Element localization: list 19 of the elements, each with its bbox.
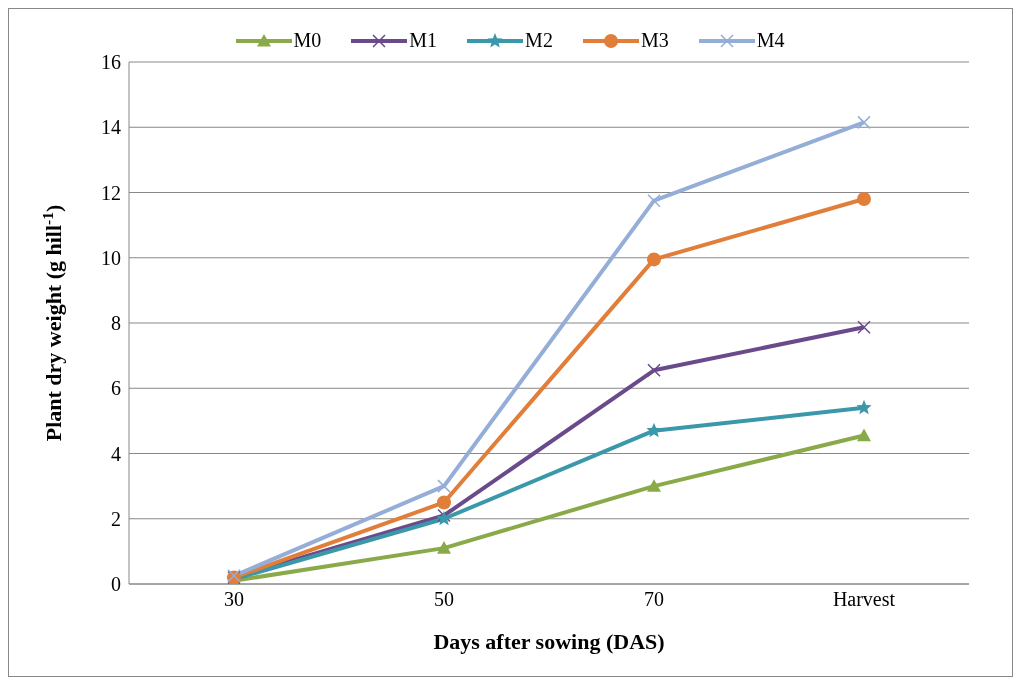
y-tick-label: 14 xyxy=(101,116,121,139)
y-tick-label: 10 xyxy=(101,246,121,269)
y-tick-label: 2 xyxy=(111,507,121,530)
x-tick-label: 50 xyxy=(434,588,454,611)
legend-label: M2 xyxy=(525,29,553,52)
y-tick-label: 12 xyxy=(101,181,121,204)
legend-label: M0 xyxy=(293,29,322,52)
x-axis-title: Days after sowing (DAS) xyxy=(433,629,665,654)
x-tick-label: 70 xyxy=(644,588,664,611)
legend-label: M3 xyxy=(640,29,669,52)
x-tick-label: Harvest xyxy=(832,588,896,611)
y-tick-label: 4 xyxy=(111,442,121,465)
legend-label: M4 xyxy=(756,29,785,52)
x-tick-label: 30 xyxy=(224,588,244,611)
legend-label: M1 xyxy=(409,29,438,52)
y-tick-label: 16 xyxy=(101,51,121,74)
y-tick-label: 6 xyxy=(111,377,121,400)
y-tick-label: 8 xyxy=(111,312,121,335)
y-tick-label: 0 xyxy=(111,573,121,596)
